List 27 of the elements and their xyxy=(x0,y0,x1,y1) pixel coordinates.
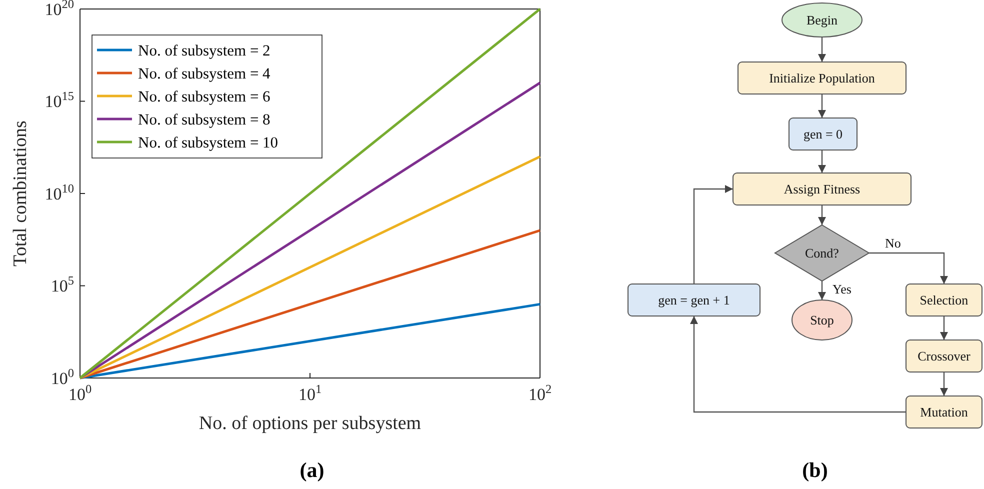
legend-label: No. of subsystem = 6 xyxy=(138,88,271,106)
legend-label: No. of subsystem = 10 xyxy=(138,134,278,152)
text: gen = 0 xyxy=(803,126,843,142)
y-tick-label: 10$^{5}$ xyxy=(50,274,74,296)
text: gen = gen + 1 xyxy=(658,292,730,308)
text: (b) xyxy=(802,458,828,482)
x-axis-title: No. of options per subsystem xyxy=(198,413,422,434)
text: Cond? xyxy=(805,246,840,261)
legend-label: No. of subsystem = 2 xyxy=(138,42,270,60)
text: Selection xyxy=(920,292,969,308)
text: Begin xyxy=(806,12,838,28)
y-axis-title: Total combinations xyxy=(10,120,31,266)
y-tick-label: 10$^{20}$ xyxy=(44,0,74,19)
text: Initialize Population xyxy=(769,70,876,86)
legend-label: No. of subsystem = 4 xyxy=(138,65,271,82)
text: Mutation xyxy=(920,404,968,420)
y-tick-label: 10$^{15}$ xyxy=(44,89,74,112)
legend-label: No. of subsystem = 8 xyxy=(138,111,271,128)
text: (a) xyxy=(300,458,324,482)
text: Crossover xyxy=(918,348,972,364)
text: Stop xyxy=(810,312,834,328)
y-tick-label: 10$^{10}$ xyxy=(44,181,74,204)
text: Yes xyxy=(832,282,852,297)
x-tick-label: 10$^{1}$ xyxy=(298,382,322,404)
text: Assign Fitness xyxy=(784,182,860,197)
text: No xyxy=(885,236,901,251)
x-tick-label: 10$^{2}$ xyxy=(528,382,552,404)
